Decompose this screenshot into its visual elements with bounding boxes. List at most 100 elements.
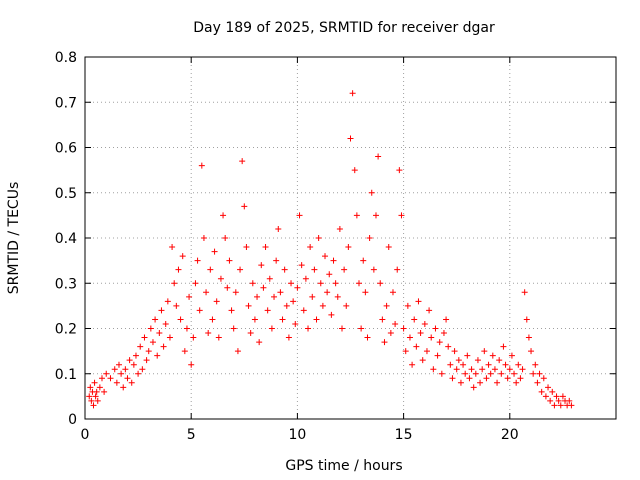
data-point (345, 244, 352, 251)
data-point (319, 302, 326, 309)
data-point (154, 352, 161, 359)
data-point (296, 212, 303, 219)
data-point (256, 339, 263, 346)
data-point (298, 262, 305, 269)
data-point (266, 275, 273, 282)
data-point (139, 366, 146, 373)
data-point (234, 348, 241, 355)
data-point (460, 361, 467, 368)
data-point (445, 343, 452, 350)
data-point (392, 320, 399, 327)
data-point (513, 379, 520, 386)
data-point (92, 393, 99, 400)
data-point (453, 366, 460, 373)
data-point (220, 212, 227, 219)
data-point (230, 325, 237, 332)
data-point (243, 244, 250, 251)
data-point (332, 280, 339, 287)
data-point (305, 325, 312, 332)
data-point (494, 379, 501, 386)
data-point (103, 370, 110, 377)
data-point (324, 289, 331, 296)
data-point (451, 348, 458, 355)
data-point (288, 280, 295, 287)
data-point (169, 244, 176, 251)
data-point (228, 307, 235, 314)
data-point (213, 298, 220, 305)
data-point (360, 257, 367, 264)
data-point (183, 325, 190, 332)
data-point (126, 357, 133, 364)
data-point (479, 366, 486, 373)
y-tick-label: 0.4 (55, 231, 77, 247)
data-point (149, 339, 156, 346)
data-point (557, 402, 564, 409)
data-point (555, 397, 562, 404)
data-point (375, 153, 382, 160)
data-point (341, 266, 348, 273)
data-point (542, 393, 549, 400)
data-point (124, 375, 131, 382)
data-point (428, 334, 435, 341)
data-point (177, 316, 184, 323)
x-tick-label: 5 (187, 427, 196, 443)
data-point (481, 348, 488, 355)
data-point (447, 361, 454, 368)
data-point (381, 339, 388, 346)
data-point (93, 388, 100, 395)
data-point (394, 266, 401, 273)
data-point (468, 366, 475, 373)
data-point (457, 379, 464, 386)
data-points (86, 90, 575, 409)
data-point (470, 384, 477, 391)
data-point (328, 311, 335, 318)
y-tick-label: 0 (68, 412, 77, 428)
data-point (283, 302, 290, 309)
data-point (485, 361, 492, 368)
data-point (370, 266, 377, 273)
data-point (547, 397, 554, 404)
data-point (466, 375, 473, 382)
data-point (498, 370, 505, 377)
data-point (217, 275, 224, 282)
data-point (275, 225, 282, 232)
data-point (101, 388, 108, 395)
data-point (502, 361, 509, 368)
data-point (549, 388, 556, 395)
data-point (254, 293, 261, 300)
data-point (207, 266, 214, 273)
data-point (440, 330, 447, 337)
data-point (302, 275, 309, 282)
data-point (517, 375, 524, 382)
data-point (160, 343, 167, 350)
y-axis-label: SRMTID / TECUs (6, 182, 22, 295)
data-point (107, 375, 114, 382)
data-point (353, 212, 360, 219)
y-tick-label: 0.5 (55, 186, 77, 202)
x-tick-label: 10 (288, 427, 306, 443)
data-point (237, 266, 244, 273)
data-point (98, 375, 105, 382)
data-point (166, 334, 173, 341)
data-point (379, 316, 386, 323)
data-point (313, 316, 320, 323)
data-point (175, 266, 182, 273)
data-point (540, 375, 547, 382)
data-point (264, 307, 271, 314)
data-point (419, 357, 426, 364)
data-point (496, 357, 503, 364)
data-point (487, 370, 494, 377)
data-point (511, 370, 518, 377)
data-point (128, 379, 135, 386)
data-point (224, 284, 231, 291)
data-point (385, 244, 392, 251)
data-point (402, 348, 409, 355)
data-point (383, 302, 390, 309)
data-point (203, 289, 210, 296)
data-point (135, 370, 142, 377)
data-point (400, 325, 407, 332)
data-point (523, 316, 530, 323)
data-point (477, 379, 484, 386)
data-point (120, 384, 127, 391)
data-point (387, 330, 394, 337)
